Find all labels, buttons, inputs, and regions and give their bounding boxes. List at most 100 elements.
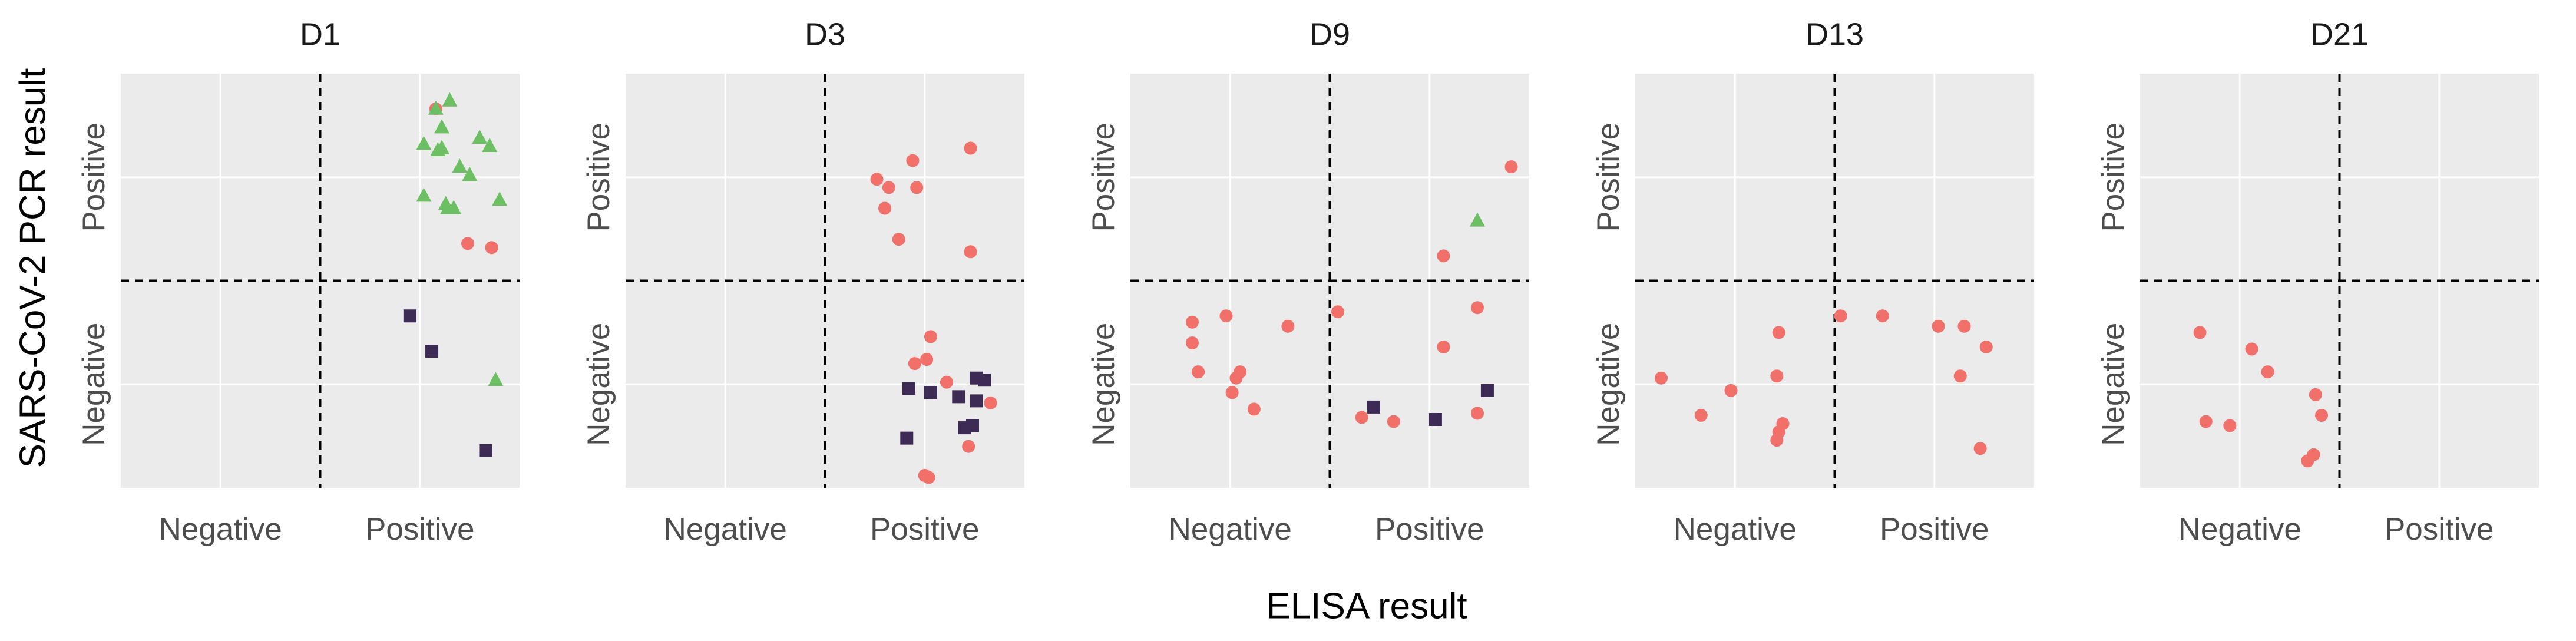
data-point-circle bbox=[922, 471, 935, 484]
data-point-square bbox=[970, 394, 983, 408]
data-point-square bbox=[965, 419, 979, 432]
data-point-circle bbox=[962, 440, 975, 453]
data-point-circle bbox=[964, 141, 977, 155]
data-point-circle bbox=[1694, 408, 1708, 422]
data-point-circle bbox=[1281, 319, 1295, 333]
data-point-circle bbox=[910, 181, 924, 194]
data-point-circle bbox=[908, 357, 921, 371]
x-tick-label: Positive bbox=[870, 512, 980, 547]
x-tick-label: Negative bbox=[159, 512, 282, 547]
data-point-triangle bbox=[446, 200, 462, 214]
data-point-square bbox=[978, 374, 991, 387]
data-point-square bbox=[924, 386, 937, 399]
data-point-circle bbox=[2315, 408, 2329, 422]
x-tick-label: Positive bbox=[1880, 512, 1989, 547]
data-point-circle bbox=[1932, 319, 1945, 333]
data-point-square bbox=[403, 309, 416, 323]
data-point-circle bbox=[1973, 442, 1987, 455]
data-point-square bbox=[1480, 384, 1494, 397]
data-point-circle bbox=[882, 181, 895, 194]
panel-d21: D21 Negative Positive Negative Positive bbox=[2096, 16, 2539, 547]
data-point-circle bbox=[1185, 336, 1199, 349]
data-point-triangle bbox=[434, 119, 449, 134]
data-point-circle bbox=[1770, 369, 1784, 383]
data-point-circle bbox=[1225, 386, 1239, 399]
data-point-circle bbox=[1979, 340, 1993, 353]
y-tick-label: Negative bbox=[1591, 323, 1626, 446]
data-point-triangle bbox=[482, 138, 498, 153]
data-point-triangle bbox=[492, 191, 508, 206]
data-point-circle bbox=[2245, 342, 2258, 356]
data-point-circle bbox=[984, 396, 997, 409]
x-tick-label: Positive bbox=[2385, 512, 2494, 547]
y-tick-label: Positive bbox=[1086, 123, 1121, 232]
y-tick-label: Negative bbox=[2096, 323, 2131, 446]
data-point-triangle bbox=[488, 372, 504, 386]
data-point-circle bbox=[1876, 309, 1889, 323]
x-tick-label: Positive bbox=[365, 512, 475, 547]
data-point-circle bbox=[1219, 309, 1233, 323]
data-point-square bbox=[900, 431, 914, 445]
y-tick-label: Positive bbox=[2096, 123, 2131, 232]
data-point-circle bbox=[1470, 301, 1484, 315]
data-point-triangle bbox=[416, 136, 432, 150]
panel-title: D21 bbox=[2310, 16, 2369, 52]
panel-title: D1 bbox=[300, 16, 340, 52]
data-point-triangle bbox=[428, 100, 444, 115]
panel-d13: D13 Negative Positive Negative Positive bbox=[1591, 16, 2034, 547]
data-point-triangle bbox=[462, 167, 478, 181]
panel-d1: D1 Negative Positive Negative Positive bbox=[77, 16, 520, 547]
data-point-square bbox=[902, 382, 915, 395]
data-point-triangle bbox=[452, 158, 468, 173]
data-point-circle bbox=[1437, 249, 1450, 263]
panel-title: D3 bbox=[805, 16, 845, 52]
y-tick-label: Negative bbox=[581, 323, 616, 446]
data-point-triangle bbox=[416, 187, 432, 202]
data-point-circle bbox=[878, 201, 892, 215]
y-tick-label: Positive bbox=[1591, 123, 1626, 232]
data-point-circle bbox=[2193, 326, 2207, 339]
data-point-triangle bbox=[1469, 212, 1485, 227]
y-tick-label: Positive bbox=[581, 123, 616, 232]
panel-title: D13 bbox=[1805, 16, 1864, 52]
data-point-circle bbox=[940, 375, 953, 389]
y-tick-label: Negative bbox=[1086, 323, 1121, 446]
data-point-circle bbox=[2309, 388, 2322, 401]
data-point-triangle bbox=[442, 92, 458, 107]
data-point-circle bbox=[1655, 371, 1668, 385]
data-point-circle bbox=[906, 154, 920, 167]
data-point-circle bbox=[1724, 384, 1738, 397]
panel-d9: D9 Negative Positive Negative Positive bbox=[1086, 16, 1529, 547]
data-point-circle bbox=[1387, 415, 1400, 428]
x-axis-label: ELISA result bbox=[1266, 586, 1467, 626]
data-point-square bbox=[952, 390, 965, 404]
x-tick-label: Negative bbox=[1674, 512, 1797, 547]
data-point-circle bbox=[1185, 315, 1199, 329]
panel-d3: D3 Negative Positive Negative Positive bbox=[581, 16, 1024, 547]
data-point-circle bbox=[1770, 434, 1784, 447]
data-point-circle bbox=[1504, 160, 1518, 174]
x-tick-label: Negative bbox=[664, 512, 787, 547]
y-tick-label: Positive bbox=[77, 123, 111, 232]
data-point-square bbox=[1367, 400, 1380, 414]
data-point-circle bbox=[2199, 415, 2213, 428]
data-point-square bbox=[479, 444, 492, 457]
data-point-circle bbox=[2301, 454, 2314, 468]
data-point-circle bbox=[1834, 309, 1847, 323]
data-point-triangle bbox=[472, 129, 488, 144]
x-tick-label: Negative bbox=[1169, 512, 1292, 547]
x-tick-label: Negative bbox=[2178, 512, 2301, 547]
data-point-circle bbox=[1470, 407, 1484, 420]
data-point-circle bbox=[2261, 365, 2274, 379]
data-point-circle bbox=[485, 241, 498, 255]
data-point-circle bbox=[1234, 365, 1247, 379]
data-point-circle bbox=[1772, 326, 1785, 339]
data-point-circle bbox=[1957, 319, 1971, 333]
data-point-circle bbox=[1192, 365, 1205, 379]
data-point-circle bbox=[1437, 340, 1450, 353]
data-point-circle bbox=[920, 353, 934, 366]
data-point-circle bbox=[1331, 305, 1345, 319]
data-point-circle bbox=[924, 330, 937, 343]
data-point-square bbox=[425, 345, 439, 358]
data-point-circle bbox=[1953, 369, 1967, 383]
